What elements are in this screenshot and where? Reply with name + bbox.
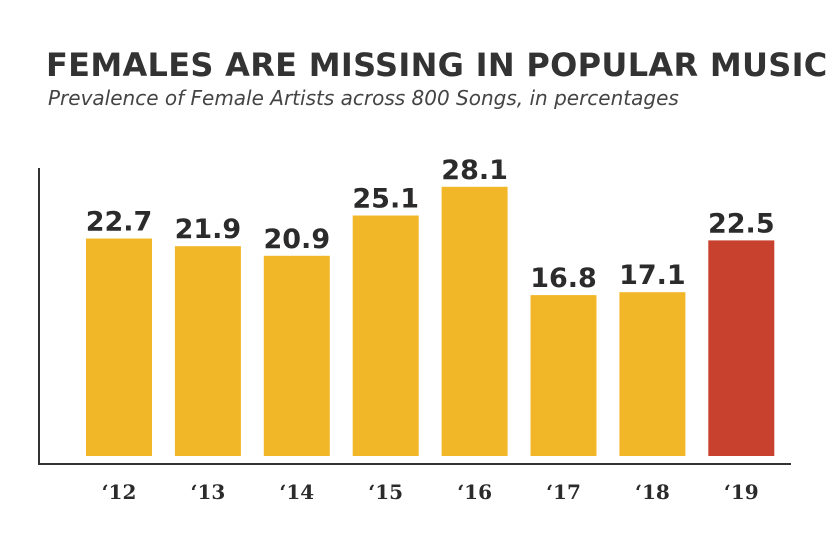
x-tick-label-0: ‘12 <box>102 480 137 504</box>
value-label-7: 22.5 <box>708 208 775 239</box>
chart-title: FEMALES ARE MISSING IN POPULAR MUSIC <box>46 46 828 84</box>
value-label-0: 22.7 <box>86 207 153 238</box>
value-label-1: 21.9 <box>175 214 242 245</box>
value-label-4: 28.1 <box>441 155 508 186</box>
value-labels-layer: 22.7 21.9 20.9 25.1 28.1 16.8 17.1 22.5 <box>86 155 775 294</box>
bar-1 <box>174 246 241 456</box>
bar-2 <box>263 255 330 456</box>
value-label-2: 20.9 <box>263 224 330 255</box>
bars-layer <box>86 186 775 457</box>
value-label-5: 16.8 <box>530 263 597 294</box>
value-label-3: 25.1 <box>352 184 419 215</box>
x-tick-label-7: ‘19 <box>724 480 759 504</box>
x-tick-label-3: ‘15 <box>368 480 403 504</box>
x-tick-label-2: ‘14 <box>279 480 314 504</box>
value-label-6: 17.1 <box>619 260 686 291</box>
x-tick-label-6: ‘18 <box>635 480 670 504</box>
bar-4 <box>441 186 508 457</box>
bar-5 <box>530 295 597 456</box>
bar-6 <box>619 292 686 456</box>
x-tick-label-5: ‘17 <box>546 480 581 504</box>
bar-7 <box>708 240 775 456</box>
tick-labels-layer: ‘12 ‘13 ‘14 ‘15 ‘16 ‘17 ‘18 ‘19 <box>102 480 759 504</box>
bar-3 <box>352 215 419 456</box>
x-tick-label-4: ‘16 <box>457 480 492 504</box>
chart-subtitle: Prevalence of Female Artists across 800 … <box>48 86 679 110</box>
bar-0 <box>86 238 152 456</box>
x-tick-label-1: ‘13 <box>191 480 226 504</box>
